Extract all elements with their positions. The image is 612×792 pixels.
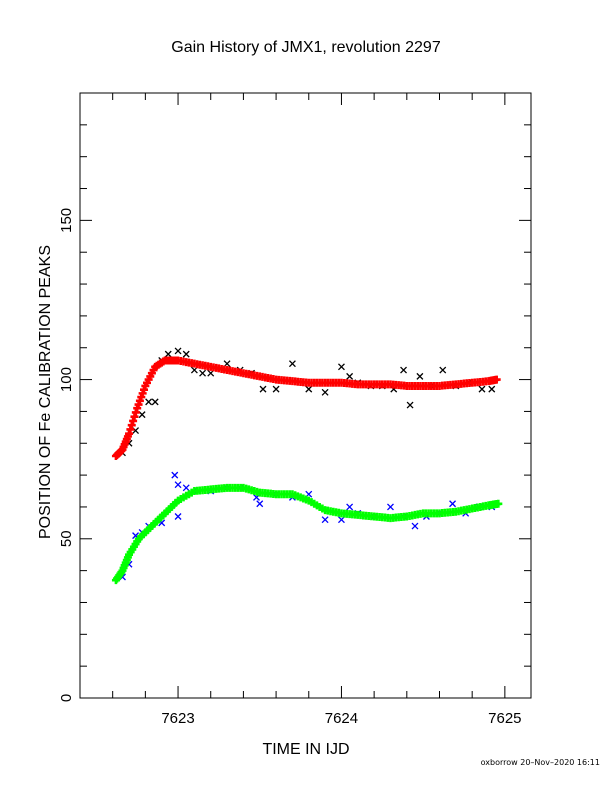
y-tick-label: 50 [58, 530, 75, 547]
data-point [145, 398, 153, 406]
data-point [400, 366, 408, 374]
data-point [321, 516, 329, 524]
data-series [111, 347, 503, 585]
data-point [131, 408, 140, 417]
chart-title: Gain History of JMX1, revolution 2297 [171, 39, 441, 56]
data-point [494, 499, 503, 508]
data-point [151, 398, 159, 406]
data-point [488, 385, 496, 393]
data-point [174, 481, 182, 489]
data-point [256, 500, 264, 508]
data-point [321, 388, 329, 396]
x-axis-label: TIME IN IJD [262, 741, 349, 758]
data-point [164, 350, 172, 358]
data-point [171, 471, 179, 479]
data-point [346, 372, 354, 380]
data-point [478, 385, 486, 393]
y-axis-label: POSITION OF Fe CALIBRATION PEAKS [37, 245, 54, 539]
x-tick-label: 7623 [161, 710, 194, 727]
y-tick-label: 0 [58, 694, 75, 702]
x-tick-label: 7625 [488, 710, 521, 727]
data-point [199, 369, 207, 377]
footer-credit: oxborrow 20–Nov–2020 16:11 [480, 758, 600, 767]
data-point [387, 503, 394, 511]
data-point [288, 360, 296, 368]
data-point [129, 416, 138, 425]
series-3 [111, 483, 503, 585]
data-point [126, 425, 135, 434]
data-point [449, 500, 457, 508]
data-point [406, 401, 414, 409]
data-point [174, 513, 182, 520]
data-point [337, 363, 345, 371]
series-2 [119, 471, 496, 581]
data-point [127, 421, 136, 430]
data-point [125, 429, 134, 438]
data-point [346, 503, 354, 511]
data-point [259, 385, 267, 393]
data-point [174, 347, 182, 355]
data-point [416, 372, 424, 380]
axis-ticks: 0 50 100 150 7623 7624 7625 [58, 92, 531, 727]
data-point [182, 350, 190, 358]
data-point [272, 385, 280, 393]
data-point [337, 516, 345, 524]
data-point [492, 375, 501, 384]
series-1 [111, 356, 501, 460]
data-point [138, 411, 146, 419]
data-point [305, 385, 313, 393]
data-point [130, 412, 139, 421]
data-point [439, 366, 447, 374]
plot-frame [79, 92, 532, 699]
data-point [411, 522, 419, 530]
y-tick-label: 150 [58, 208, 75, 233]
data-point [182, 484, 190, 492]
y-tick-label: 100 [58, 367, 75, 392]
x-tick-label: 7624 [325, 710, 358, 727]
